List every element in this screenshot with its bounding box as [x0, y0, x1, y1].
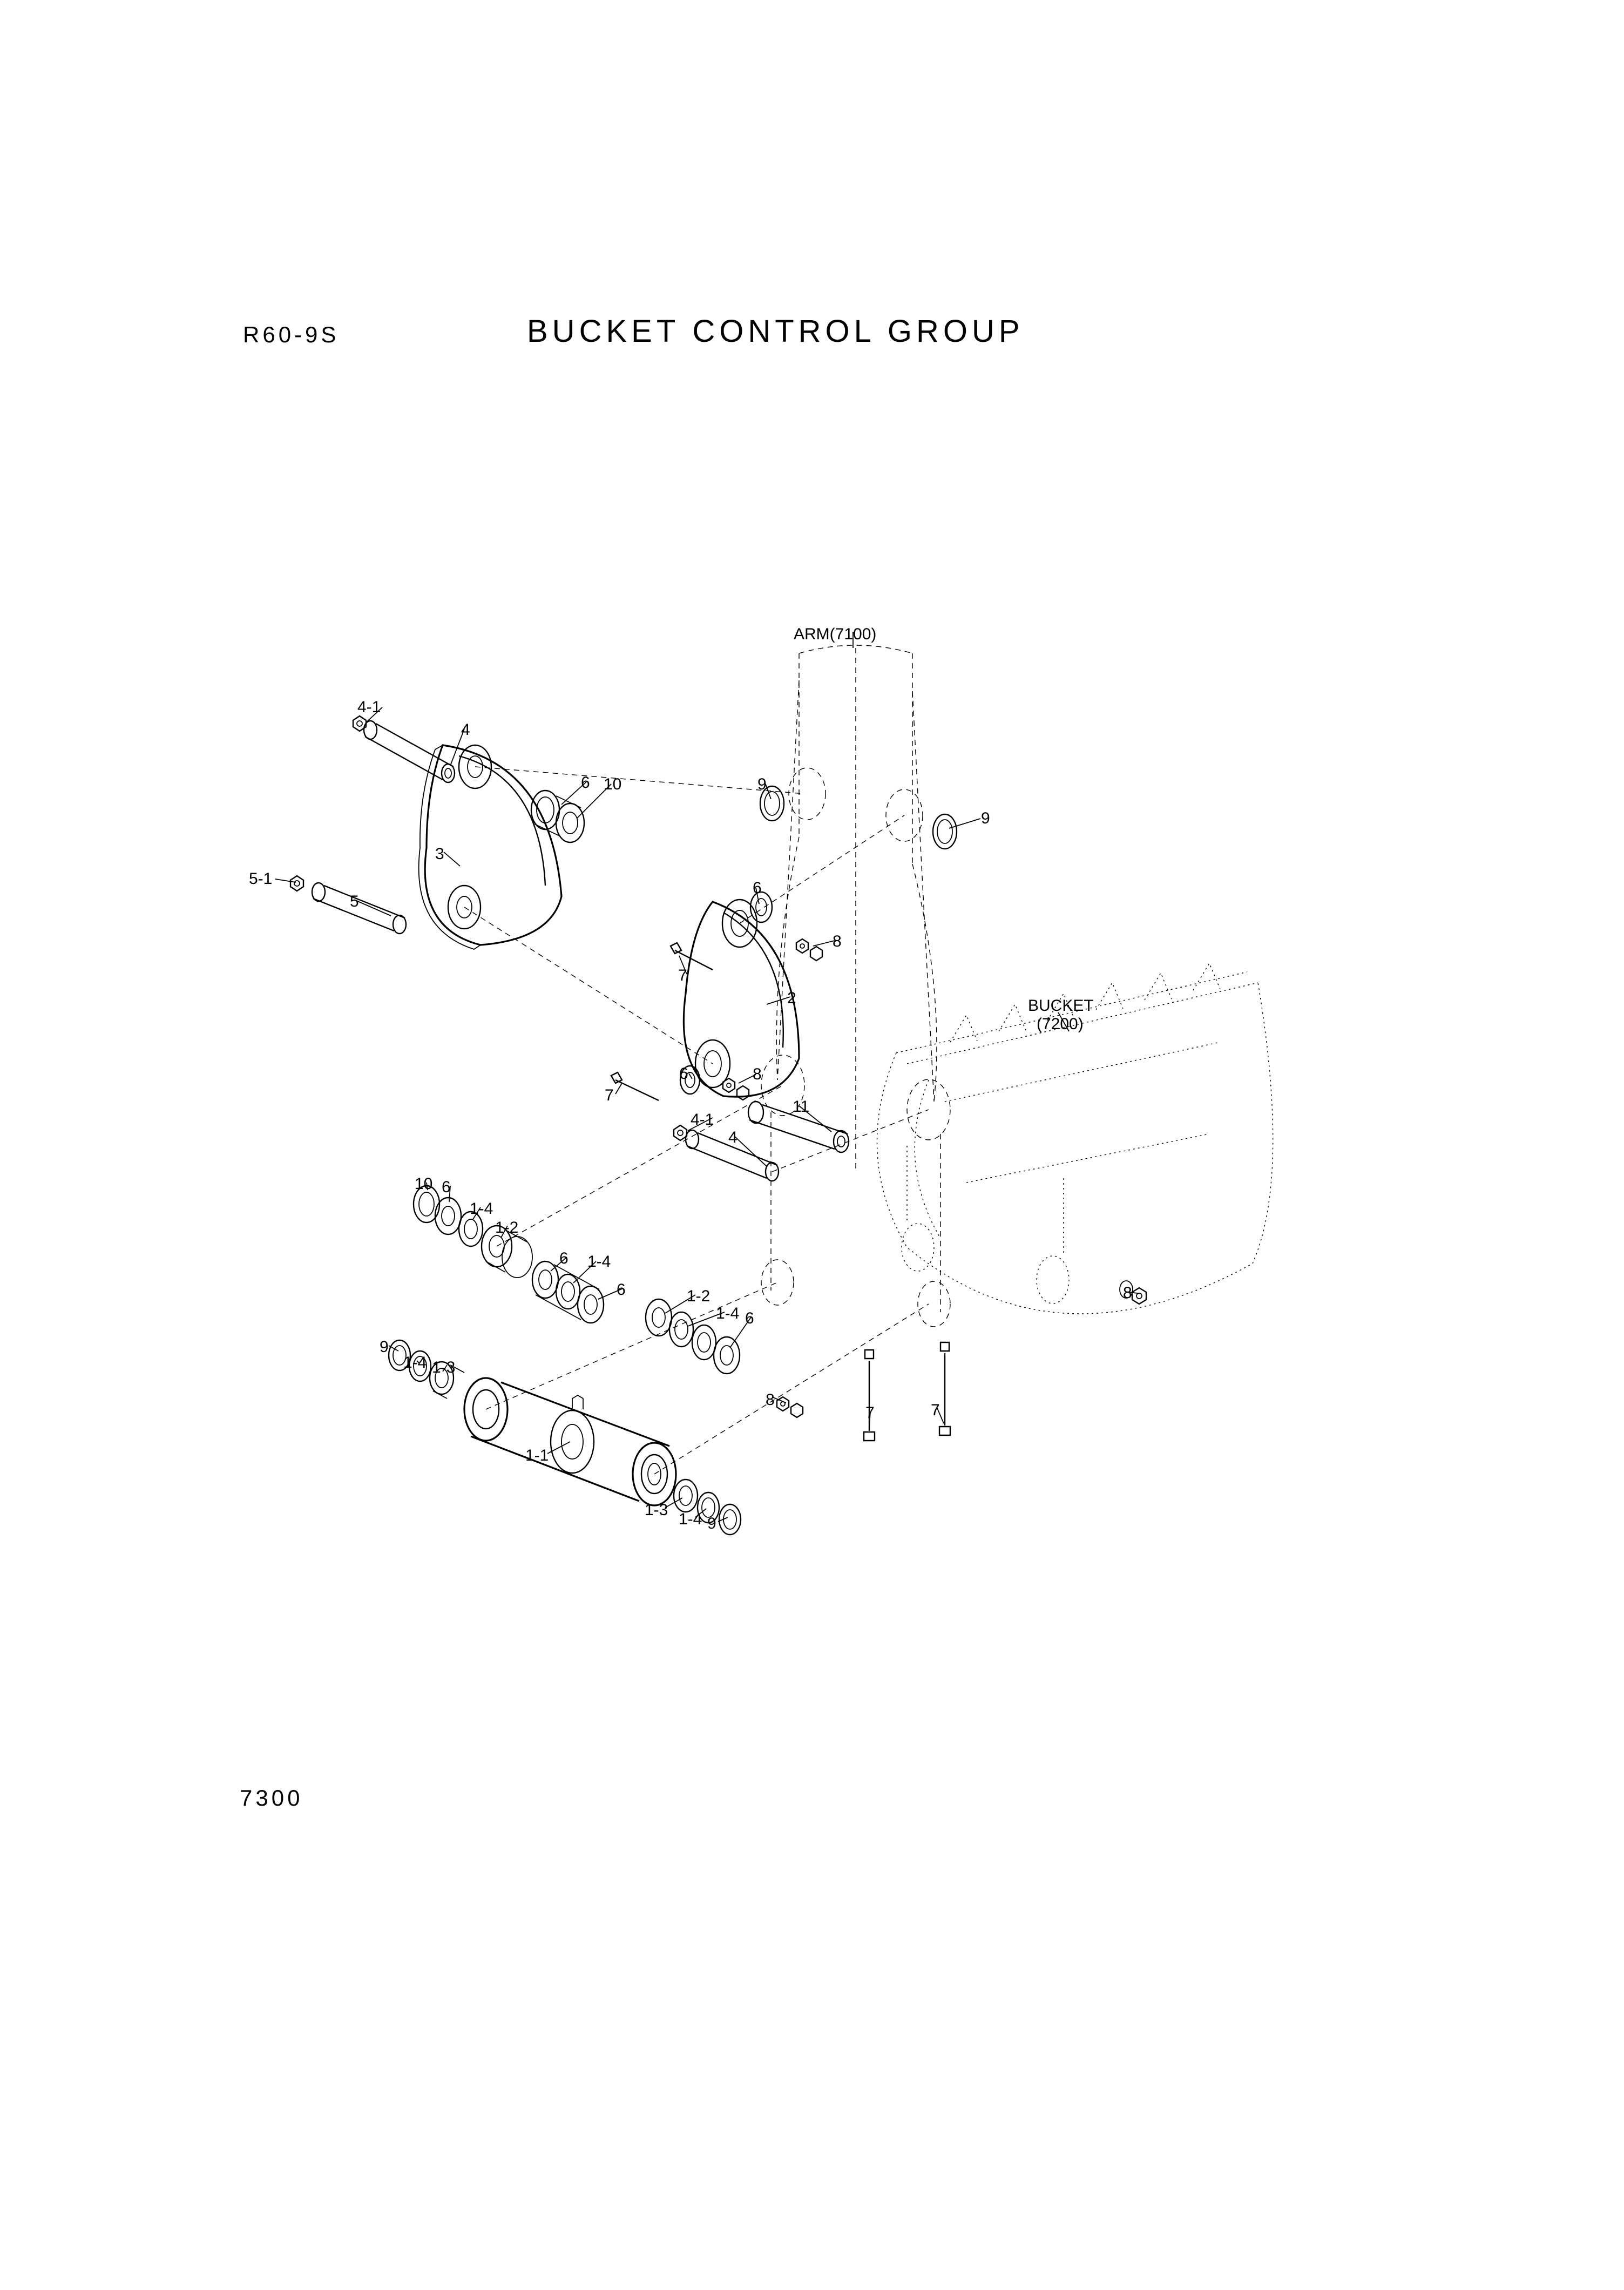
seal-stack-mid: [532, 1261, 604, 1323]
seal-stack-right: [646, 1299, 740, 1374]
assembly-guides: [464, 767, 929, 1474]
leaders: [275, 707, 1141, 1522]
page-number: 7300: [240, 1785, 303, 1811]
part-3-side-link: [419, 745, 561, 949]
part-5-pin-lower: [290, 876, 406, 934]
rear-rings: [674, 1480, 741, 1535]
seal-stack-left: [414, 1186, 532, 1278]
bushings-top: [531, 791, 584, 842]
part-4-pin-lower: [674, 1125, 779, 1181]
diagram-svg: [227, 616, 1393, 1652]
model-code: R60-9S: [243, 322, 339, 348]
page: R60-9S BUCKET CONTROL GROUP 7300 ARM(710…: [0, 0, 1624, 2290]
bolt-7-bucket-left: [777, 1397, 803, 1417]
front-rings: [389, 1340, 464, 1399]
bolt-7-bucket-right: [939, 1342, 950, 1435]
o-rings-upper: [760, 786, 957, 849]
page-title: BUCKET CONTROL GROUP: [527, 313, 1024, 349]
part-4-pin-upper: [353, 716, 455, 782]
exploded-diagram: [227, 616, 1393, 1652]
bucket-phantom: [877, 963, 1273, 1314]
bolt-7-lower: [611, 1066, 749, 1100]
part-11-pin: [748, 1102, 849, 1152]
